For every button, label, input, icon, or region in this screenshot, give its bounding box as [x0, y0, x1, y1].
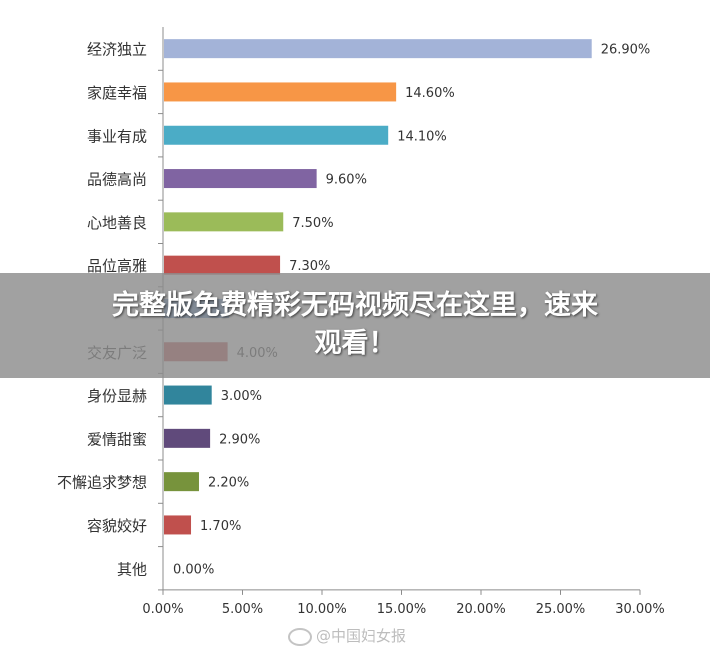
value-label: 7.50% — [292, 216, 333, 231]
value-label: 2.20% — [208, 476, 249, 491]
value-label: 3.00% — [221, 389, 262, 404]
value-label: 0.00% — [173, 562, 214, 577]
banner-line-1: 完整版免费精彩无码视频尽在这里，速来 — [112, 290, 598, 321]
bar — [164, 39, 592, 59]
x-tick-label: 25.00% — [536, 602, 586, 617]
x-tick-label: 30.00% — [615, 602, 665, 617]
x-tick-label: 10.00% — [297, 602, 347, 617]
category-label: 心地善良 — [87, 214, 147, 232]
bar — [164, 472, 199, 492]
category-label: 其他 — [117, 560, 147, 578]
category-label: 品德高尚 — [87, 171, 147, 189]
value-label: 26.90% — [601, 43, 651, 58]
x-tick-label: 20.00% — [456, 602, 506, 617]
x-tick-label: 15.00% — [377, 602, 427, 617]
value-label: 14.60% — [405, 86, 455, 101]
value-label: 7.30% — [289, 259, 330, 274]
category-label: 不懈追求梦想 — [57, 474, 147, 492]
watermark-text: @中国妇女报 — [316, 627, 407, 645]
banner-overlay — [0, 273, 710, 378]
bar — [164, 428, 211, 448]
value-label: 2.90% — [219, 432, 260, 447]
category-label: 爱情甜蜜 — [87, 430, 147, 448]
weibo-icon — [288, 627, 312, 646]
bar — [164, 385, 212, 405]
x-tick-label: 5.00% — [222, 602, 263, 617]
category-label: 家庭幸福 — [87, 84, 147, 102]
x-tick-label: 0.00% — [142, 602, 183, 617]
bar — [164, 169, 317, 189]
category-label: 容貌姣好 — [87, 517, 147, 535]
category-label: 身份显赫 — [87, 387, 147, 405]
banner-text: 完整版免费精彩无码视频尽在这里，速来 观看！ — [0, 287, 710, 363]
bar — [164, 212, 284, 232]
bar — [164, 82, 397, 102]
bar — [164, 515, 192, 535]
value-label: 1.70% — [200, 519, 241, 534]
category-label: 经济独立 — [87, 41, 147, 59]
bar — [164, 255, 281, 275]
category-label: 品位高雅 — [87, 257, 147, 275]
bar — [164, 125, 389, 145]
value-label: 9.60% — [326, 173, 367, 188]
banner-line-2: 观看！ — [314, 328, 396, 359]
value-label: 14.10% — [397, 129, 447, 144]
watermark: @中国妇女报 — [288, 625, 406, 646]
category-label: 事业有成 — [87, 127, 147, 145]
